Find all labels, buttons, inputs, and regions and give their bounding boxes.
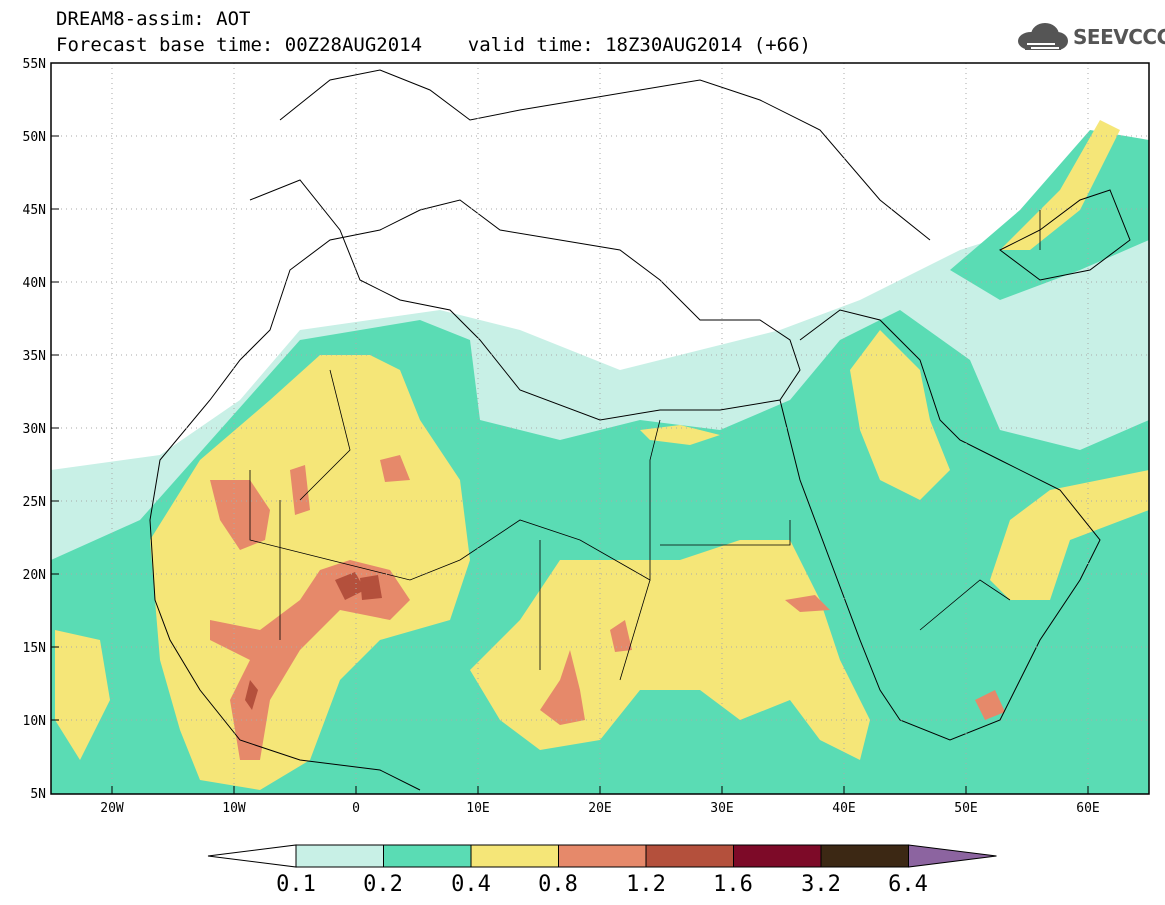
- colorbar-under-triangle: [207, 844, 297, 868]
- lat-label: 25N: [23, 495, 46, 510]
- aot-contour-0.8-sudan: [610, 620, 632, 652]
- aot-contour-0.8-somalia: [975, 690, 1005, 720]
- colorbar-segment: [295, 844, 384, 868]
- lat-label: 55N: [23, 57, 46, 72]
- lon-label: 30E: [710, 801, 733, 816]
- aot-contour-0.8-sahel: [210, 560, 410, 760]
- lat-label: 35N: [23, 349, 46, 364]
- forecast-time-subtitle: Forecast base time: 00Z28AUG2014 valid t…: [56, 34, 811, 56]
- aot-contour-0.8-algeria: [380, 455, 410, 482]
- lat-label: 40N: [23, 276, 46, 291]
- colorbar-segment: [733, 844, 822, 868]
- country-borders: [249, 210, 1041, 681]
- coastlines: [149, 69, 1131, 791]
- lon-label: 10W: [222, 801, 246, 816]
- lat-label: 50N: [23, 130, 46, 145]
- lat-label: 20N: [23, 568, 46, 583]
- aot-contour-0.8-mali: [290, 465, 310, 515]
- colorbar: [207, 844, 997, 868]
- lat-label: 45N: [23, 203, 46, 218]
- aot-contour-0.4: [55, 630, 110, 760]
- longitude-labels: 20W 10W 0 10E 20E 30E 40E 50E 60E: [100, 801, 1099, 816]
- colorbar-label: 0.4: [451, 872, 491, 897]
- lat-label: 5N: [30, 787, 46, 802]
- map-title: DREAM8-assim: AOT: [56, 8, 251, 30]
- lon-label: 60E: [1076, 801, 1099, 816]
- colorbar-segment: [470, 844, 559, 868]
- lon-label: 10E: [466, 801, 489, 816]
- lon-label: 40E: [832, 801, 855, 816]
- colorbar-label: 0.2: [363, 872, 403, 897]
- logo-text: SEEVCCC: [1073, 25, 1165, 49]
- lon-label: 50E: [954, 801, 977, 816]
- lon-label: 20E: [588, 801, 611, 816]
- colorbar-segment: [558, 844, 647, 868]
- graticule: [51, 63, 1149, 794]
- colorbar-segment: [820, 844, 909, 868]
- aot-contour-0.4-arabia: [990, 470, 1149, 600]
- colorbar-label: 0.8: [538, 872, 578, 897]
- cloud-icon: [1018, 23, 1068, 50]
- aot-contour-0.8-chad: [540, 650, 585, 725]
- lat-label: 10N: [23, 714, 46, 729]
- aot-contour-0.8: [210, 480, 270, 550]
- aot-contour-1.2-b: [245, 680, 258, 710]
- colorbar-label: 3.2: [801, 872, 841, 897]
- lon-label: 0: [352, 801, 360, 816]
- seevccc-logo: SEEVCCC: [1015, 22, 1165, 52]
- colorbar-label: 1.2: [626, 872, 666, 897]
- latitude-labels: 55N 50N 45N 40N 35N 30N 25N 20N 15N 10N …: [23, 57, 46, 802]
- lat-label: 15N: [23, 641, 46, 656]
- colorbar-segment: [645, 844, 734, 868]
- colorbar-label: 6.4: [888, 872, 928, 897]
- colorbar-label: 0.1: [276, 872, 316, 897]
- axis-ticks: [51, 135, 1089, 794]
- colorbar-segment: [383, 844, 472, 868]
- aot-contour-0.4-caspian: [1000, 120, 1120, 250]
- colorbar-over-triangle: [908, 844, 997, 868]
- colorbar-label: 1.6: [713, 872, 753, 897]
- aot-contour-1.2: [335, 572, 382, 600]
- lon-label: 20W: [100, 801, 124, 816]
- aot-contour-0.4-libya: [640, 425, 720, 445]
- aot-contour-0.4-east: [850, 330, 950, 500]
- aot-contour-0.8-eritrea: [785, 595, 830, 612]
- lat-label: 30N: [23, 422, 46, 437]
